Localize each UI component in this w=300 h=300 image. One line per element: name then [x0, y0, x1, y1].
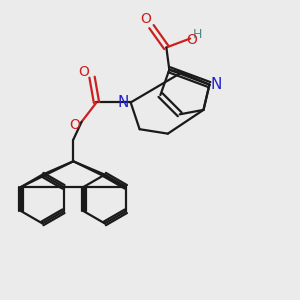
Text: O: O — [186, 33, 197, 47]
Text: N: N — [118, 95, 129, 110]
Text: O: O — [78, 65, 89, 79]
Text: N: N — [210, 77, 222, 92]
Text: O: O — [70, 118, 80, 132]
Text: O: O — [141, 12, 152, 26]
Text: H: H — [193, 28, 202, 40]
